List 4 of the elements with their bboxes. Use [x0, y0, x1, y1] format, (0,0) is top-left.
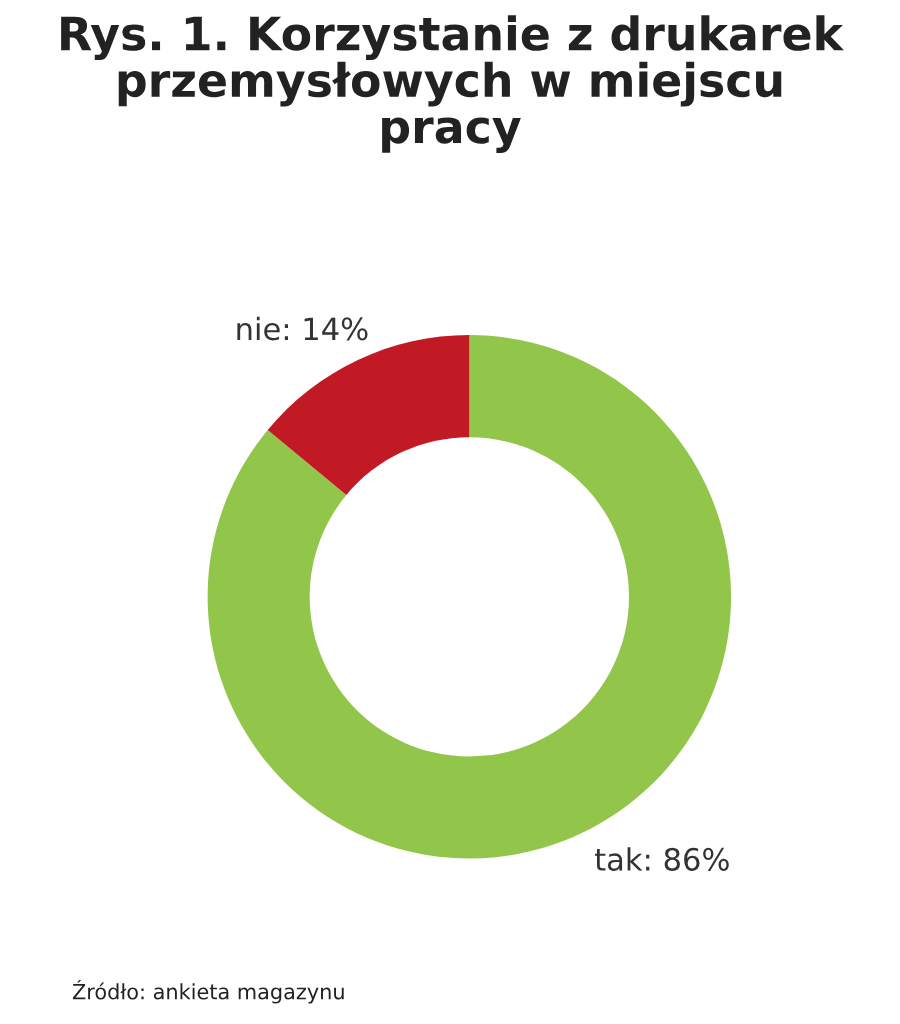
slice-label: tak: 86%	[594, 847, 729, 871]
slice-label: nie: 14%	[237, 316, 368, 341]
text: Źródło: ankieta magazynu	[72, 979, 344, 1004]
chart-title: Rys. 1. Korzystanie z drukarek przemysłowych w miejscu pracy	[61, 15, 844, 153]
